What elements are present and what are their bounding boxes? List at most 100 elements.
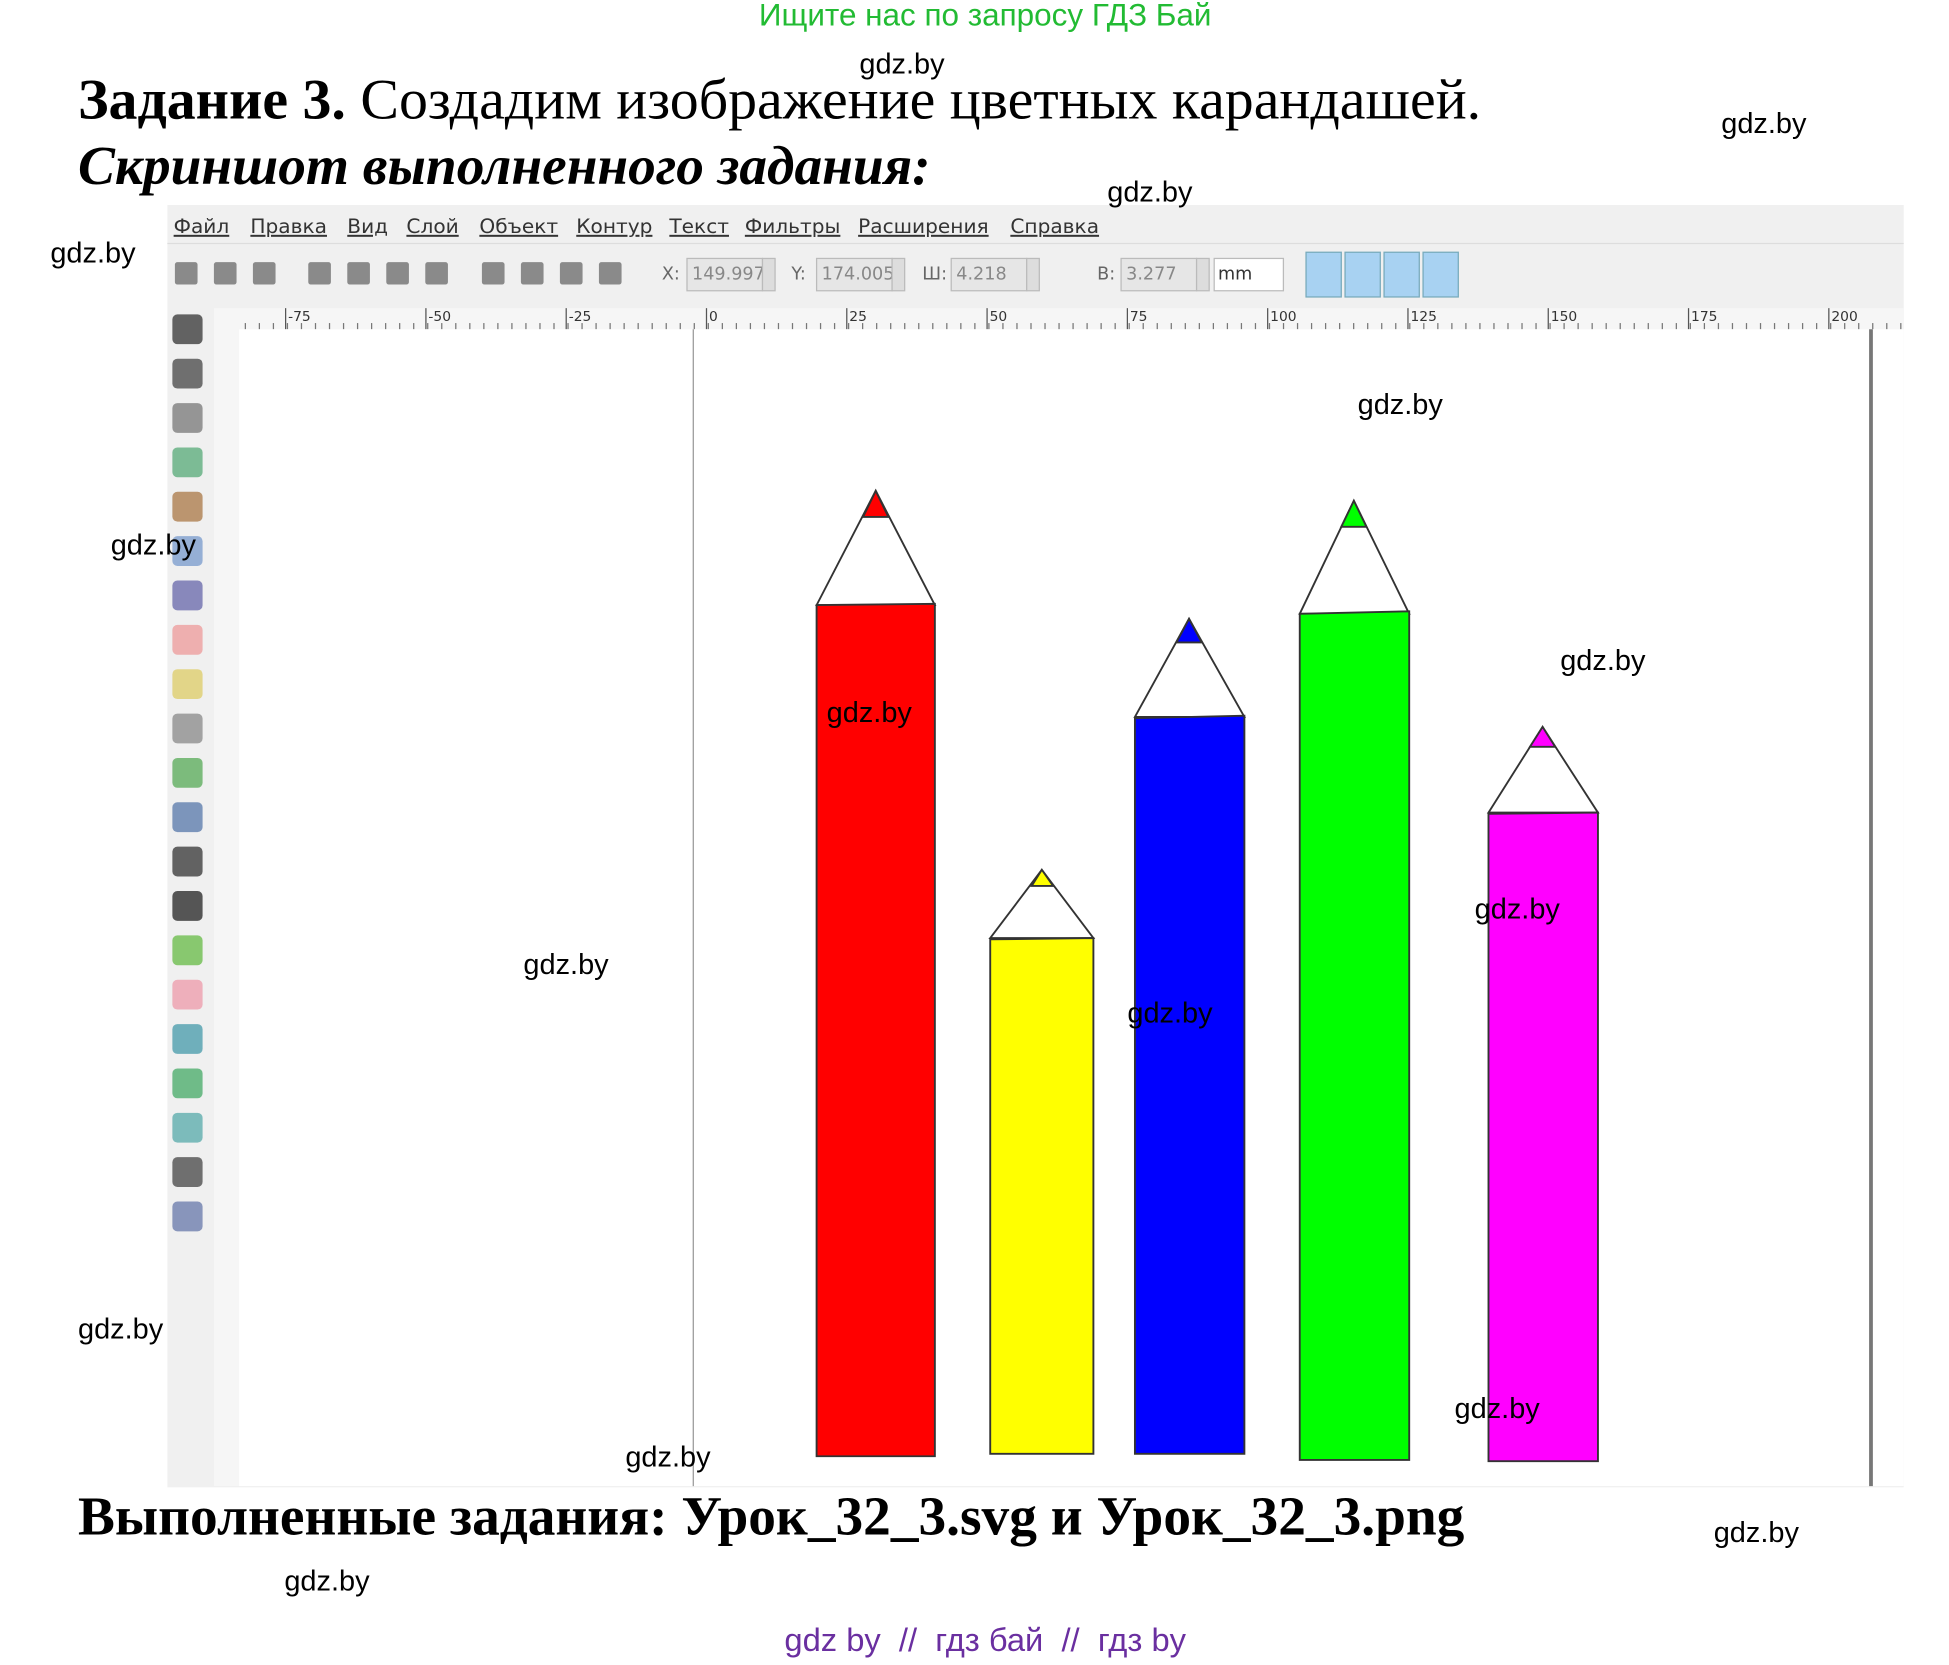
menu-item: Контур xyxy=(576,214,652,238)
tool-icon xyxy=(172,1157,203,1187)
tool-icon xyxy=(598,262,622,285)
pencil-body xyxy=(1133,714,1246,1455)
tool-icon xyxy=(172,979,203,1010)
menu-item: Расширения xyxy=(858,214,989,238)
menu-item: Правка xyxy=(250,214,327,238)
tool-icon xyxy=(172,403,203,433)
ruler-label: 175 xyxy=(1691,309,1717,325)
tool-icon xyxy=(172,713,203,744)
tool-icon xyxy=(172,935,203,966)
toolbar: X: 149.997 Y: 174.005 Ш: 4.218 В: 3.277 mm xyxy=(174,251,1459,298)
tool-icon xyxy=(172,802,203,833)
menu-item: Вид xyxy=(347,214,388,238)
watermark: gdz.by xyxy=(625,1441,711,1473)
pencil-lead xyxy=(1528,725,1557,748)
tool-icon xyxy=(172,757,203,788)
tool-palette xyxy=(172,314,203,1232)
menu-item: Справка xyxy=(1010,214,1099,238)
result: Выполненные задания: Урок_32_3.svg и Уро… xyxy=(78,1486,1464,1547)
footer: gdz by // гдз бай // гдз by xyxy=(784,1622,1186,1658)
ruler-label: 150 xyxy=(1551,309,1577,325)
watermark: gdz.by xyxy=(859,49,945,81)
pencil-lead xyxy=(1339,498,1368,528)
menu-item: Слой xyxy=(406,214,458,238)
ruler-labels: -75 -50 -25 0 25 50 75 100 125 150 175 200 xyxy=(244,308,1902,330)
tool-icon xyxy=(172,491,203,522)
field-value: 174.005 xyxy=(822,265,895,285)
tool-icon xyxy=(172,314,203,345)
pencil-body xyxy=(1298,610,1411,1461)
tool-icon xyxy=(172,1201,203,1232)
tool-icon xyxy=(559,262,583,285)
snap-button xyxy=(1305,251,1342,298)
watermark: gdz.by xyxy=(1714,1517,1800,1549)
ruler-label: -50 xyxy=(428,309,451,325)
field-label: Y: xyxy=(790,265,805,285)
ruler-label: 75 xyxy=(1130,309,1148,325)
tool-icon xyxy=(172,1112,203,1143)
menu-bar: Файл Правка Вид Слой Объект Контур Текст Фильтр… xyxy=(174,214,1099,238)
pencil-body xyxy=(815,602,936,1458)
ruler-label: 125 xyxy=(1410,309,1436,325)
tool-icon xyxy=(172,624,203,655)
field-value: 149.997 xyxy=(692,265,765,285)
ruler-label: -75 xyxy=(288,309,311,325)
tool-icon xyxy=(172,358,203,389)
field-box xyxy=(950,257,1028,292)
snap-button xyxy=(1344,251,1381,298)
pencil xyxy=(815,488,937,1458)
menu-item: Текст xyxy=(668,214,729,238)
field-label: В: xyxy=(1097,265,1115,285)
tool-icon xyxy=(172,1024,203,1054)
pencil-body xyxy=(989,937,1095,1455)
tool-icon xyxy=(172,669,203,700)
spinner xyxy=(891,257,906,292)
watermark: gdz.by xyxy=(1560,645,1646,677)
tool-icon xyxy=(172,846,203,877)
subtitle: Скриншот выполненного задания: xyxy=(78,135,931,196)
unit-box xyxy=(1213,257,1285,292)
pencil-body xyxy=(1487,811,1599,1463)
tool-icon xyxy=(172,447,203,478)
watermark: gdz.by xyxy=(523,949,609,981)
spinner xyxy=(1195,257,1210,292)
pencil-lead xyxy=(1174,616,1204,644)
tool-icon xyxy=(172,891,203,921)
tool-icon xyxy=(386,262,409,285)
task-text: Создадим изображение цветных карандашей. xyxy=(360,69,1481,132)
field-value: 4.218 xyxy=(956,265,1006,285)
menu-item: Объект xyxy=(479,214,558,238)
app-window: Файл Правка Вид Слой Объект Контур Текст Фильтр… xyxy=(167,205,1904,1488)
watermark: gdz.by xyxy=(1107,177,1193,209)
menu-item: Файл xyxy=(174,214,230,238)
pencil xyxy=(1298,498,1411,1461)
tool-icon xyxy=(172,536,203,566)
tool-icon xyxy=(172,1068,203,1099)
snap-button xyxy=(1422,251,1459,298)
unit: mm xyxy=(1218,265,1252,285)
ruler-left xyxy=(213,308,240,1487)
watermark: gdz.by xyxy=(827,697,913,729)
watermark: gdz.by xyxy=(111,529,197,561)
field-label: Ш: xyxy=(922,265,947,285)
watermark: gdz.by xyxy=(1127,998,1213,1030)
menu-item: Фильтры xyxy=(745,214,841,238)
ruler-label: 0 xyxy=(709,309,718,325)
watermark: gdz.by xyxy=(284,1566,370,1598)
tool-icon xyxy=(172,580,203,611)
pencil xyxy=(1486,725,1600,1463)
tool-icon xyxy=(481,262,505,285)
watermarks: gdz.by gdz.by gdz.by gdz.by gdz.by gdz.by gdz.… xyxy=(50,49,1807,1598)
tool-icon xyxy=(308,262,331,285)
tool-icon xyxy=(347,262,370,285)
tool-icon xyxy=(213,262,237,285)
field-box xyxy=(1120,257,1198,292)
pencil-lead xyxy=(1030,868,1055,887)
tool-icon xyxy=(520,262,544,285)
pencil xyxy=(1133,616,1246,1455)
banner: Ищите нас по запросу ГДЗ Бай xyxy=(759,0,1212,33)
field-value: 3.277 xyxy=(1126,265,1176,285)
task-label: Задание 3. xyxy=(78,69,346,132)
watermark: gdz.by xyxy=(50,237,136,269)
